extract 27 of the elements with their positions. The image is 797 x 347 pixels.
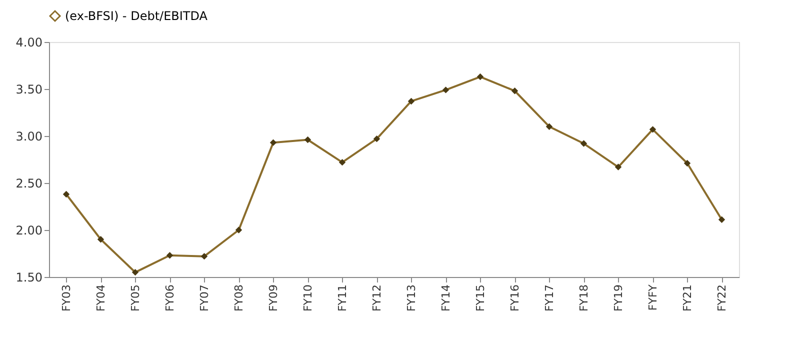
x-tick-label: FY22 <box>715 284 728 312</box>
x-tick-label: FY16 <box>508 284 522 312</box>
x-tick-label: FY11 <box>336 284 349 312</box>
x-tick-label: FY14 <box>439 284 452 312</box>
x-tick-label: FY15 <box>474 284 487 312</box>
y-tick-label: 1.50 <box>16 270 42 284</box>
x-tick-label: FYFY <box>646 284 660 311</box>
x-tick-label: FY10 <box>301 284 314 312</box>
x-tick-label: FY21 <box>680 284 694 312</box>
x-tick-label: FY07 <box>198 284 211 312</box>
x-tick-label: FY03 <box>60 284 73 312</box>
y-tick-label: 4.00 <box>16 36 42 50</box>
y-tick-label: 2.00 <box>16 224 42 238</box>
x-tick-label: FY09 <box>266 284 280 312</box>
legend-label: (ex-BFSI) - Debt/EBITDA <box>65 9 208 23</box>
x-tick-label: FY19 <box>612 284 625 312</box>
y-tick-label: 3.00 <box>16 130 42 144</box>
x-tick-label: FY05 <box>128 284 142 312</box>
x-tick-label: FY06 <box>163 284 176 312</box>
x-tick-label: FY18 <box>577 284 590 312</box>
x-tick-label: FY17 <box>542 284 556 312</box>
y-tick-label: 3.50 <box>16 82 42 96</box>
x-tick-label: FY13 <box>404 284 418 312</box>
x-tick-label: FY04 <box>94 284 108 312</box>
x-tick-label: FY12 <box>370 284 384 312</box>
y-tick-label: 2.50 <box>16 176 42 190</box>
x-tick-label: FY08 <box>232 284 246 312</box>
